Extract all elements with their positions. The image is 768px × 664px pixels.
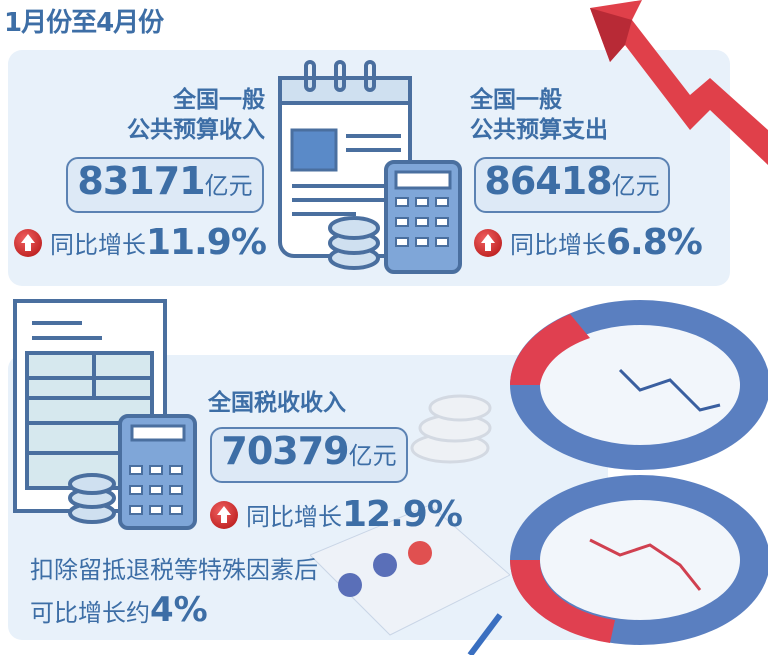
tax-value: 70379 (221, 429, 349, 473)
expenditure-unit: 亿元 (611, 172, 660, 200)
donut-chart-icon (509, 300, 768, 645)
calendar-document-icon (278, 60, 462, 274)
expenditure-value: 86418 (484, 159, 612, 203)
tax-unit: 亿元 (348, 442, 397, 470)
revenue-value: 83171 (77, 159, 205, 203)
tax-growth: 同比增长 12.9% (210, 494, 463, 535)
revenue-heading: 全国一般 公共预算收入 (127, 87, 265, 143)
tax-value-box: 70379 亿元 (210, 427, 408, 483)
trend-arrow-icon (590, 0, 768, 165)
revenue-growth: 同比增长 11.9% (14, 222, 267, 263)
up-arrow-icon (474, 228, 502, 257)
expenditure-value-box: 86418 亿元 (474, 157, 670, 213)
spreadsheet-icon (13, 299, 197, 530)
up-arrow-icon (210, 500, 238, 529)
expenditure-growth: 同比增长 6.8% (474, 222, 703, 263)
revenue-unit: 亿元 (204, 172, 253, 200)
up-arrow-icon (14, 228, 42, 257)
report-sheet-icon (310, 505, 510, 655)
expenditure-heading: 全国一般 公共预算支出 (470, 87, 608, 143)
revenue-value-box: 83171 亿元 (66, 157, 264, 213)
tax-note: 扣除留抵退税等特殊因素后 可比增长约4% (30, 556, 318, 630)
page-title: 1月份至4月份 (4, 8, 164, 38)
tax-heading: 全国税收收入 (208, 390, 346, 416)
coin-stack-icon (410, 394, 492, 464)
